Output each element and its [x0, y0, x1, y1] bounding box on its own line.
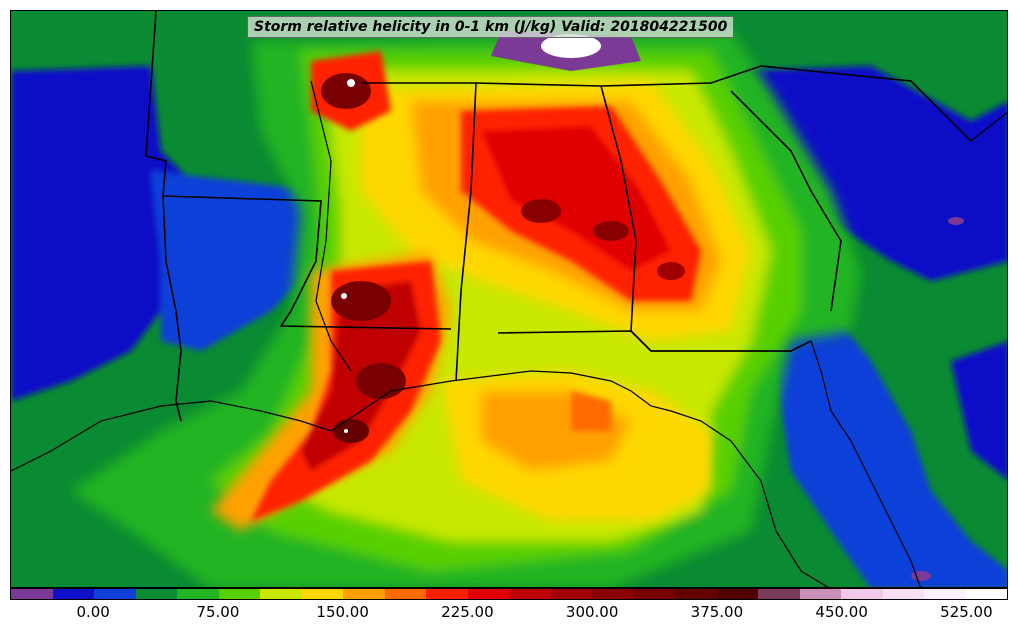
coastline — [810, 340, 921, 587]
colorbar-tick-label: 75.00 — [196, 603, 240, 621]
state-boundary — [760, 65, 972, 142]
state-boundary — [145, 11, 452, 330]
colorbar-swatch — [758, 589, 800, 599]
colorbar-swatch — [509, 589, 551, 599]
colorbar-swatch — [882, 589, 924, 599]
colorbar-swatch — [260, 589, 302, 599]
colorbar-tick-label: 225.00 — [441, 603, 494, 621]
state-boundary — [730, 90, 842, 312]
colorbar-swatch — [384, 589, 426, 599]
colorbar-swatch — [301, 589, 343, 599]
state-boundaries — [145, 11, 972, 422]
map-panel: Storm relative helicity in 0-1 km (J/kg)… — [10, 10, 1008, 588]
colorbar-swatch — [467, 589, 509, 599]
colorbar-tick-label: 525.00 — [940, 603, 993, 621]
colorbar-tick-label: 150.00 — [316, 603, 369, 621]
coastlines — [11, 80, 1007, 587]
colorbar-swatch — [135, 589, 177, 599]
colorbar-swatch — [592, 589, 634, 599]
colorbar — [10, 588, 1008, 600]
colorbar-swatch — [841, 589, 883, 599]
coastline — [11, 370, 829, 587]
colorbar-swatch — [11, 589, 53, 599]
colorbar-swatch — [426, 589, 468, 599]
colorbar-swatch — [633, 589, 675, 599]
colorbar-swatch — [94, 589, 136, 599]
helicity-field-map — [11, 11, 1007, 587]
state-boundary — [455, 82, 477, 382]
colorbar-swatch — [675, 589, 717, 599]
very-high-helicity-cores — [321, 73, 685, 443]
colorbar-swatch — [177, 589, 219, 599]
colorbar-tick-label: 300.00 — [565, 603, 619, 621]
colorbar-swatch — [52, 589, 94, 599]
colorbar-tick-label: 375.00 — [690, 603, 744, 621]
colorbar-ticks: 0.00 75.00 150.00 225.00 300.00 375.00 450.00 5… — [10, 600, 1008, 630]
colorbar-swatch — [550, 589, 592, 599]
coastline — [970, 111, 1007, 142]
map-title: Storm relative helicity in 0-1 km (J/kg)… — [247, 16, 735, 38]
colorbar-swatch — [716, 589, 758, 599]
purple-spots — [491, 31, 964, 581]
colorbar-swatch — [218, 589, 260, 599]
colorbar-tick-label: 0.00 — [76, 603, 110, 621]
coastline — [310, 80, 352, 372]
low-helicity-regions — [11, 66, 1007, 587]
colorbar-swatch — [924, 589, 966, 599]
colorbar-tick-label: 450.00 — [815, 603, 868, 621]
colorbar-swatch — [965, 589, 1007, 599]
colorbar-swatch — [799, 589, 841, 599]
colorbar-swatch — [343, 589, 385, 599]
